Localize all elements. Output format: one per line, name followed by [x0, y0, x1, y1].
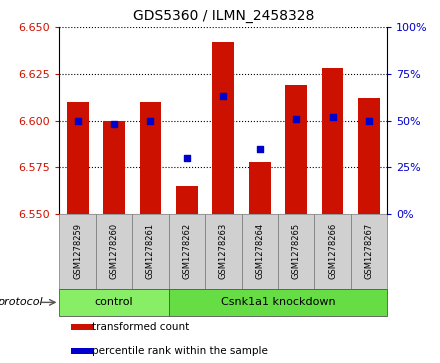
Bar [213, 42, 234, 214]
Text: GSM1278262: GSM1278262 [182, 223, 191, 280]
Point [147, 118, 154, 123]
Bar [71, 324, 94, 330]
Text: transformed count: transformed count [92, 322, 190, 332]
Bar [169, 214, 205, 289]
Text: GSM1278261: GSM1278261 [146, 223, 155, 280]
Bar [132, 214, 169, 289]
Bar [322, 68, 344, 214]
Point [329, 114, 336, 120]
Bar [285, 85, 307, 214]
Text: GSM1278267: GSM1278267 [364, 223, 374, 280]
Bar [205, 214, 242, 289]
Point [183, 155, 191, 161]
Bar [278, 214, 314, 289]
Bar [59, 289, 169, 316]
Text: GSM1278264: GSM1278264 [255, 223, 264, 280]
Point [366, 118, 373, 123]
Bar [169, 289, 387, 316]
Title: GDS5360 / ILMN_2458328: GDS5360 / ILMN_2458328 [132, 9, 314, 24]
Bar [103, 121, 125, 214]
Bar [358, 98, 380, 214]
Bar [351, 214, 387, 289]
Bar [249, 162, 271, 214]
Bar [96, 214, 132, 289]
Text: GSM1278265: GSM1278265 [292, 223, 301, 280]
Point [74, 118, 81, 123]
Bar [242, 214, 278, 289]
Bar [139, 102, 161, 214]
Bar [67, 102, 88, 214]
Point [256, 146, 263, 151]
Text: control: control [95, 297, 133, 307]
Bar [71, 348, 94, 354]
Bar [59, 214, 96, 289]
Text: protocol: protocol [0, 297, 43, 307]
Text: GSM1278259: GSM1278259 [73, 223, 82, 279]
Point [293, 116, 300, 122]
Point [110, 121, 117, 127]
Text: GSM1278260: GSM1278260 [110, 223, 118, 280]
Bar [176, 186, 198, 214]
Text: GSM1278266: GSM1278266 [328, 223, 337, 280]
Text: Csnk1a1 knockdown: Csnk1a1 knockdown [220, 297, 335, 307]
Text: percentile rank within the sample: percentile rank within the sample [92, 346, 268, 356]
Bar [314, 214, 351, 289]
Text: GSM1278263: GSM1278263 [219, 223, 228, 280]
Point [220, 93, 227, 99]
